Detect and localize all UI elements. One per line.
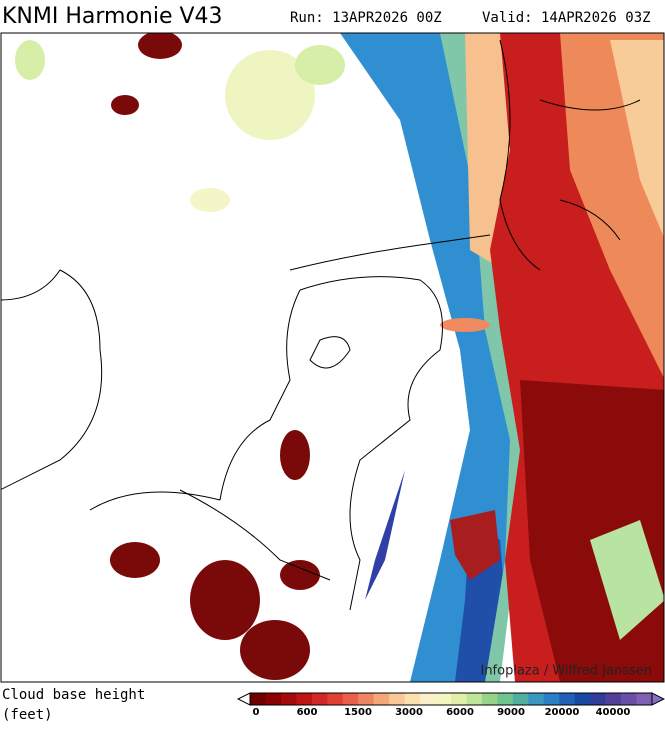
- colorbar-label: 6000: [446, 707, 474, 718]
- colorbar-swatch: [435, 693, 452, 705]
- colorbar-swatch: [481, 693, 498, 705]
- colorbar-swatch: [590, 693, 606, 705]
- colorbar-swatch: [373, 693, 390, 705]
- colorbar-swatch: [327, 693, 344, 705]
- colorbar-swatch: [265, 693, 282, 705]
- colorbar-swatch: [512, 693, 529, 705]
- map: Infoplaza / Wilfred Janssen: [0, 32, 665, 683]
- colorbar-frame: [249, 692, 653, 706]
- colorbar-swatch: [466, 693, 483, 705]
- colorbar-swatch: [420, 693, 436, 705]
- colorbar-swatch: [250, 693, 266, 705]
- valid-time: Valid: 14APR2026 03Z: [482, 10, 651, 26]
- colorbar-swatch: [342, 693, 359, 705]
- colorbar-swatch: [605, 693, 622, 705]
- colorbar-label: 600: [297, 707, 318, 718]
- title: KNMI Harmonie V43: [2, 4, 223, 29]
- colorbar-swatch: [497, 693, 514, 705]
- colorbar-swatch: [574, 693, 591, 705]
- legend-title: Cloud base height: [2, 687, 145, 703]
- credit: Infoplaza / Wilfred Janssen: [480, 664, 652, 679]
- colorbar-label: 20000: [545, 707, 580, 718]
- colorbar-swatch: [280, 693, 297, 705]
- colorbar-swatch: [621, 693, 637, 705]
- colorbar-swatch: [451, 693, 467, 705]
- colorbar-swatch: [528, 693, 545, 705]
- colorbar-label: 1500: [344, 707, 372, 718]
- colorbar-swatch: [404, 693, 421, 705]
- colorbar-swatch: [311, 693, 328, 705]
- colorbar-arrow: [236, 692, 251, 706]
- colorbar-label: 40000: [596, 707, 631, 718]
- colorbar-label: 0: [253, 707, 260, 718]
- legend-unit: (feet): [2, 707, 53, 723]
- colorbar-swatch: [389, 693, 405, 705]
- colorbar-arrow: [651, 692, 665, 706]
- colorbar-swatch: [636, 693, 653, 705]
- colorbar-swatch: [543, 693, 560, 705]
- colorbar-label: 3000: [395, 707, 423, 718]
- colorbar-swatch: [559, 693, 575, 705]
- colorbar-label: 9000: [497, 707, 525, 718]
- colorbar: 0 600 1500 3000 6000 9000 20000 40000: [236, 692, 665, 718]
- run-time: Run: 13APR2026 00Z: [290, 10, 442, 26]
- colorbar-swatch: [296, 693, 313, 705]
- colorbar-swatch: [358, 693, 374, 705]
